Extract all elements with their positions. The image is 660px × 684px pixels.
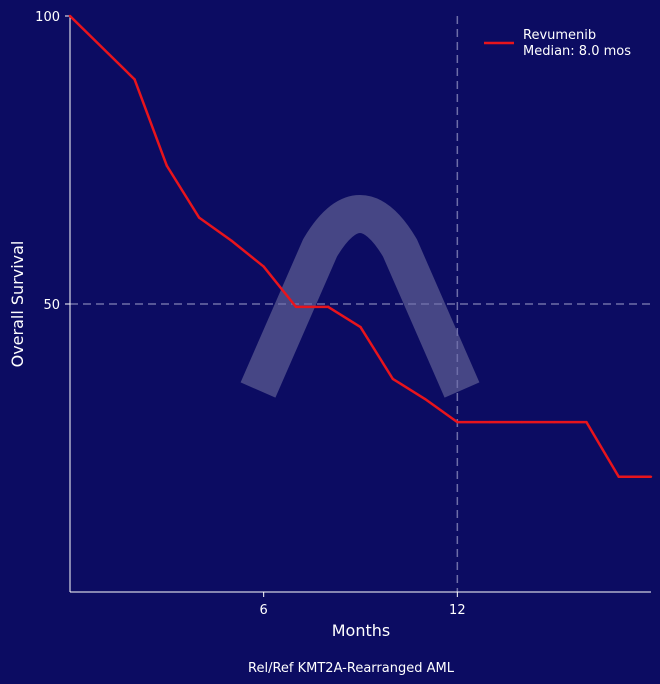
series-point — [423, 397, 427, 401]
arch-logo-watermark — [240, 195, 480, 398]
chart-caption: Rel/Ref KMT2A-Rearranged AML — [248, 661, 455, 676]
series-point — [327, 305, 330, 309]
series-point — [617, 475, 620, 478]
y-tick-label: 50 — [43, 298, 60, 313]
x-tick-label: 6 — [260, 603, 268, 618]
legend-entry-name: Revumenib — [523, 28, 596, 43]
series-point — [262, 265, 265, 268]
x-axis-label: Months — [332, 621, 390, 640]
x-ticks: 6 12 — [260, 592, 466, 618]
x-tick-label: 12 — [449, 603, 466, 618]
series-line-revumenib — [69, 15, 651, 479]
series-point — [359, 325, 362, 329]
series-point — [230, 239, 233, 242]
series-point — [649, 475, 653, 478]
series-point — [552, 420, 556, 424]
series-point — [165, 164, 169, 167]
legend: Revumenib Median: 8.0 mos — [484, 28, 631, 59]
series-point — [133, 78, 136, 81]
series-point — [197, 216, 201, 219]
y-ticks: 50 100 — [35, 10, 70, 313]
legend-entry-median: Median: 8.0 mos — [523, 44, 631, 59]
series-point — [488, 420, 491, 424]
series-point — [520, 420, 524, 424]
series-points — [68, 14, 653, 478]
series-point — [391, 377, 394, 381]
y-tick-label: 100 — [35, 10, 60, 25]
series-point — [585, 420, 588, 424]
series-point — [68, 14, 72, 18]
y-axis-label: Overall Survival — [8, 241, 27, 368]
series-point — [294, 305, 298, 309]
series-point — [456, 420, 459, 424]
